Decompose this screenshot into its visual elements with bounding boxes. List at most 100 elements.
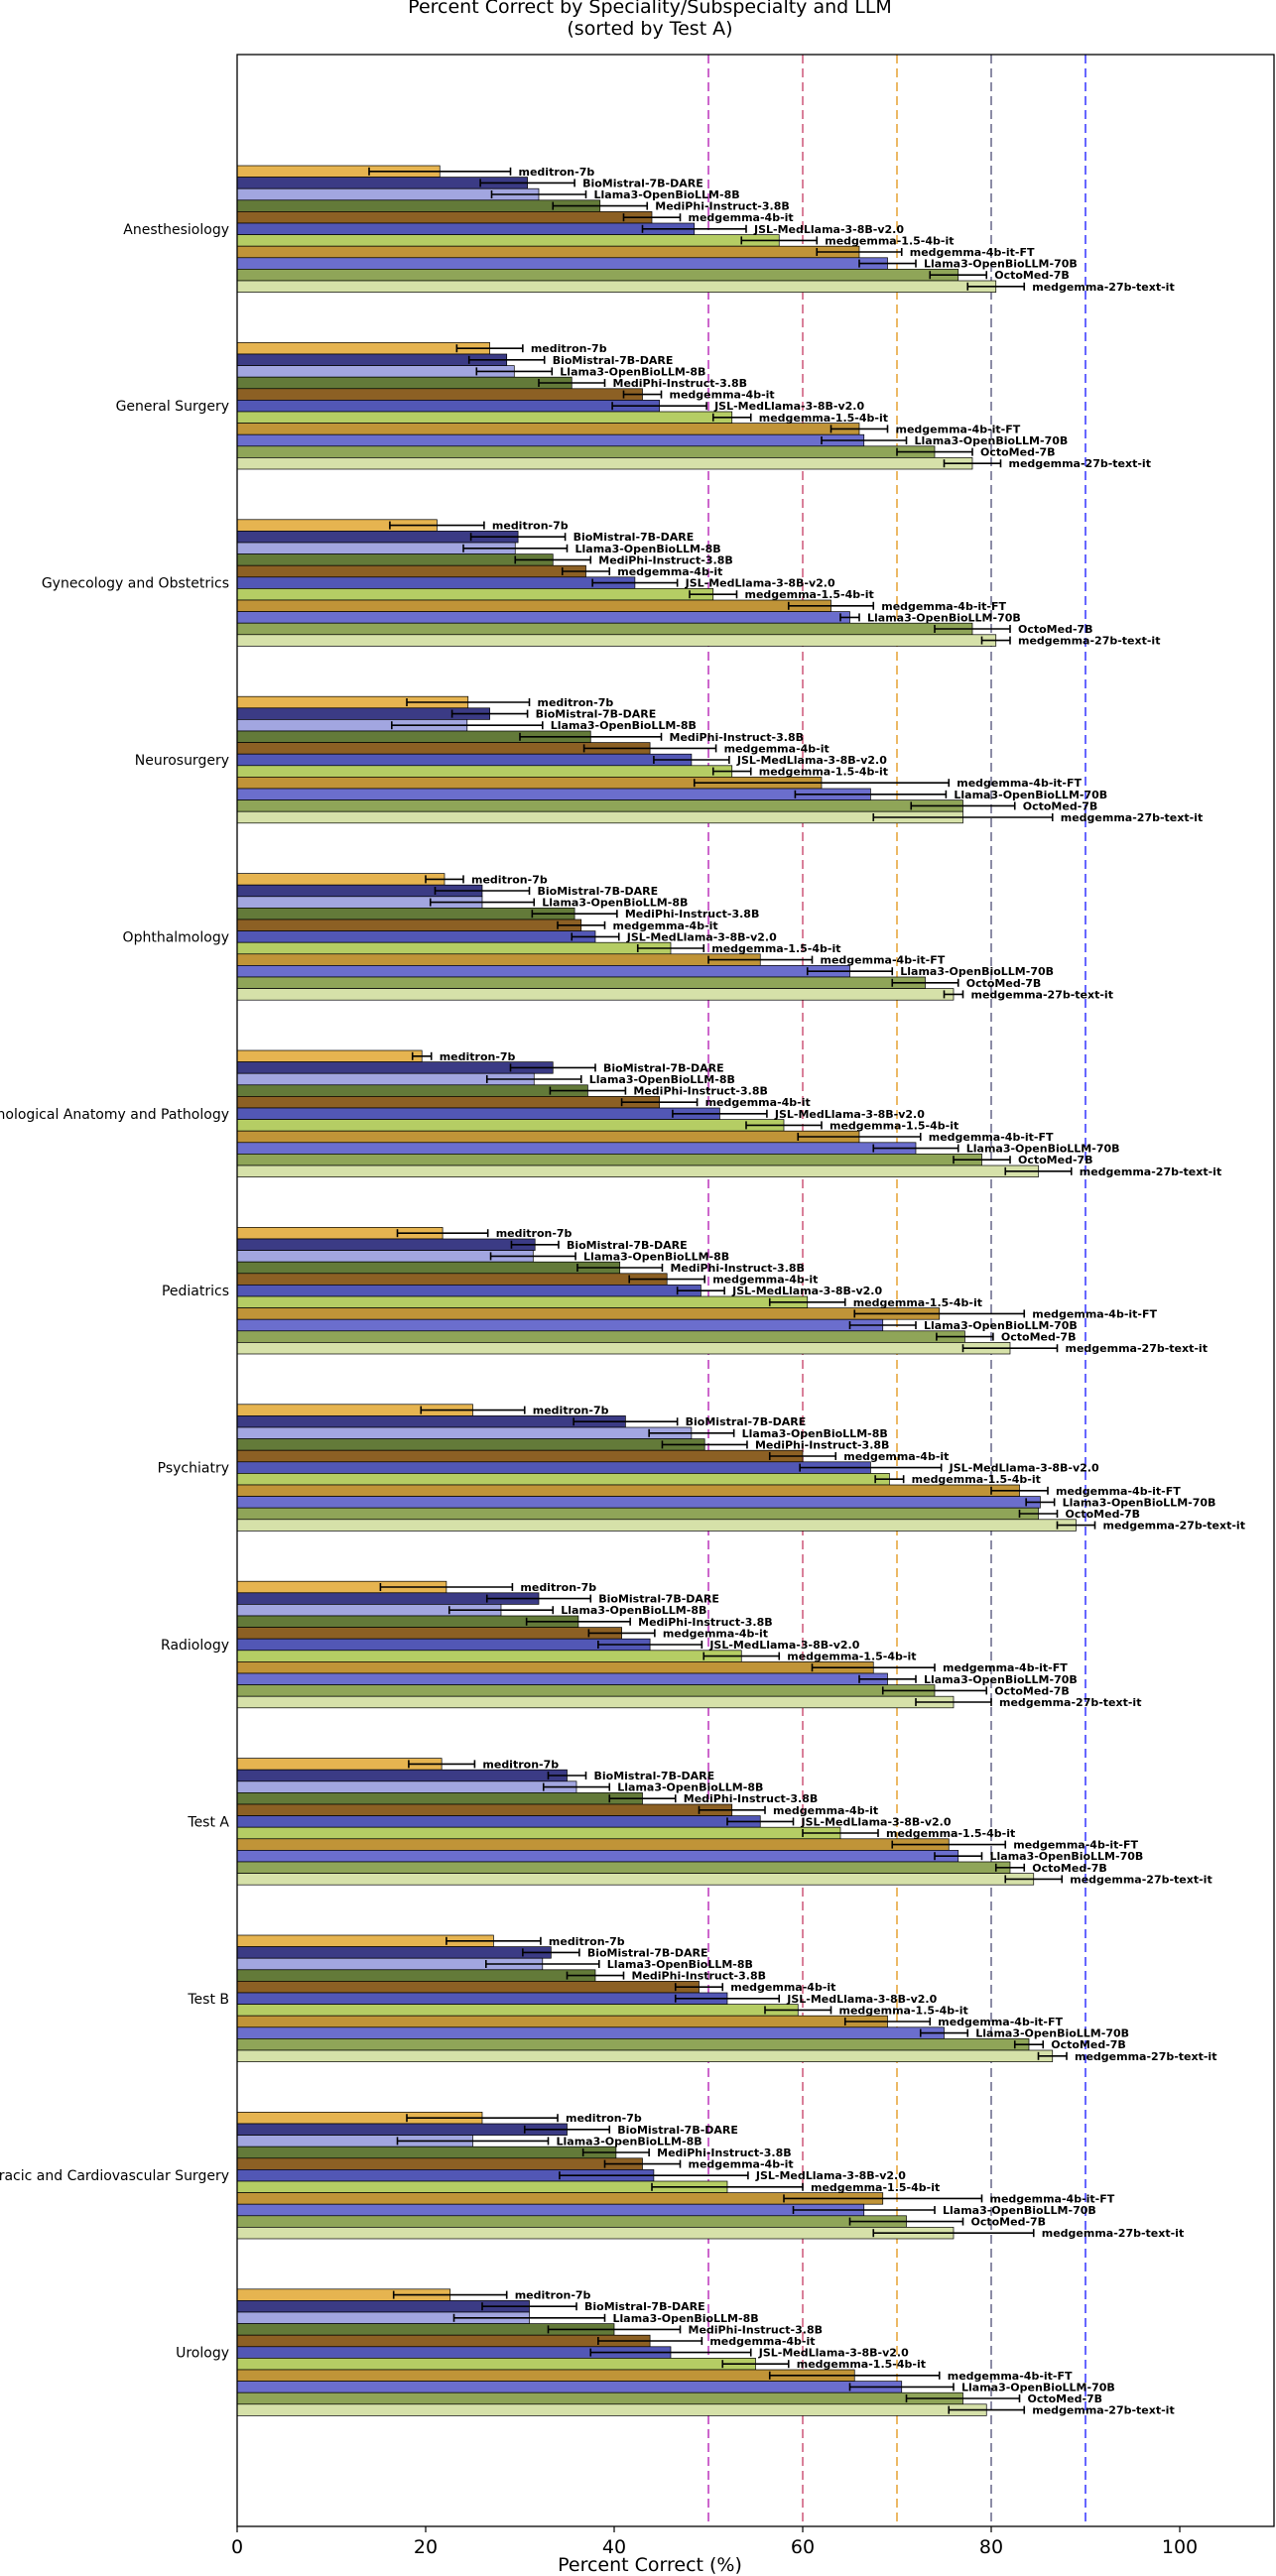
bar	[236, 1342, 1011, 1355]
bar-label: medgemma-4b-it-FT	[943, 1661, 1068, 1674]
bar	[236, 1507, 1039, 1521]
bar-label: Llama3-OpenBioLLM-70B	[990, 1850, 1144, 1863]
bar-label: medgemma-1.5-4b-it	[825, 234, 954, 247]
bar	[236, 400, 660, 413]
error-bar	[628, 1275, 706, 1284]
error-bar	[919, 2028, 969, 2037]
bar-label: medgemma-4b-it	[773, 1804, 878, 1817]
bar-label: medgemma-1.5-4b-it	[811, 2181, 940, 2194]
bar	[236, 1803, 733, 1816]
category-label: General Surgery	[116, 399, 229, 415]
error-bar	[452, 2313, 606, 2322]
error-bar	[368, 167, 512, 176]
bar-label: medgemma-27b-text-it	[999, 1696, 1141, 1709]
bar-label: meditron-7b	[515, 2289, 591, 2302]
category-label: Pediatrics	[162, 1284, 229, 1299]
bar-label: Llama3-OpenBioLLM-8B	[583, 1250, 729, 1263]
category-label: Neurosurgery	[135, 753, 229, 769]
bar-label: Llama3-OpenBioLLM-8B	[557, 2135, 702, 2147]
bar-label: meditron-7b	[519, 166, 595, 179]
error-bar	[549, 1086, 627, 1095]
bar-label: MediPhi-Instruct-3.8B	[625, 908, 759, 920]
bar-label: Llama3-OpenBioLLM-8B	[575, 543, 721, 555]
error-bar	[872, 1144, 959, 1153]
error-bar	[538, 379, 606, 387]
category-label: Test A	[187, 1814, 229, 1830]
error-bar	[509, 1063, 596, 1072]
bar-label: medgemma-1.5-4b-it	[886, 1827, 1015, 1840]
x-tick-label: 20	[414, 2536, 438, 2558]
bar-label: meditron-7b	[471, 873, 548, 886]
error-bar	[525, 1617, 631, 1626]
bar-label: BioMistral-7B-DARE	[587, 1946, 708, 1959]
error-bar	[858, 259, 917, 268]
bar-label: medgemma-4b-it-FT	[957, 777, 1082, 790]
bar	[236, 365, 515, 378]
bar	[236, 2038, 1030, 2051]
bar	[236, 1638, 651, 1652]
bar-label: Llama3-OpenBioLLM-70B	[924, 1673, 1078, 1686]
bar-label: medgemma-4b-it	[670, 389, 775, 402]
bar-label: medgemma-27b-text-it	[1032, 2404, 1174, 2417]
error-bar	[994, 1863, 1026, 1872]
error-bar	[881, 1686, 988, 1695]
error-bar	[711, 767, 752, 776]
bar-label: Llama3-OpenBioLLM-8B	[589, 1073, 735, 1086]
bar	[236, 1142, 917, 1155]
error-bar	[648, 1428, 735, 1437]
error-bar	[783, 2194, 983, 2203]
bar	[236, 2203, 865, 2217]
error-bar	[589, 2348, 752, 2357]
error-bar	[707, 955, 814, 964]
bar	[236, 1981, 700, 1994]
bar-label: medgemma-27b-text-it	[1103, 1520, 1245, 1533]
bar	[236, 1261, 621, 1275]
error-bar	[816, 248, 903, 256]
bar-label: MediPhi-Instruct-3.8B	[633, 1085, 767, 1098]
bar-label: BioMistral-7B-DARE	[686, 1415, 807, 1428]
error-bar	[523, 2125, 611, 2134]
bar	[236, 2227, 955, 2240]
bar	[236, 788, 871, 800]
error-bar	[479, 179, 575, 187]
error-bar	[390, 721, 544, 730]
bar-label: medgemma-1.5-4b-it	[839, 2004, 968, 2017]
bar	[236, 1084, 588, 1097]
bar-label: Llama3-OpenBioLLM-70B	[961, 2381, 1115, 2393]
error-bar	[1013, 2040, 1045, 2049]
bar-label: Llama3-OpenBioLLM-70B	[943, 2204, 1096, 2217]
error-bar	[547, 1772, 587, 1779]
bar-label: medgemma-4b-it	[724, 742, 829, 755]
bar	[236, 1130, 860, 1144]
error-bar	[768, 1452, 837, 1460]
bar-labels-layer: meditron-7b BioMistral-7B-DARE Llama3-Open…	[440, 166, 1245, 2417]
bar	[236, 1873, 1035, 1886]
bar	[236, 810, 963, 824]
category-label: Test B	[187, 1992, 229, 2008]
bar-label: MediPhi-Instruct-3.8B	[598, 553, 732, 566]
bar-label: OctoMed-7B	[1032, 1862, 1107, 1875]
error-bar	[420, 1406, 526, 1414]
bar-label: JSL-MedLlama-3-8B-v2.0	[753, 223, 904, 236]
bar	[236, 280, 997, 293]
x-axis-label: Percent Correct (%)	[558, 2554, 742, 2576]
bar	[236, 1461, 871, 1474]
bar-label: medgemma-27b-text-it	[1042, 2227, 1184, 2240]
error-bar	[806, 967, 894, 976]
bar	[236, 564, 586, 578]
error-bar	[651, 2182, 804, 2191]
bar-label: MediPhi-Instruct-3.8B	[670, 731, 804, 744]
bar	[236, 753, 693, 767]
bar-label: JSL-MedLlama-3-8B-v2.0	[786, 1993, 937, 2006]
error-bar	[839, 613, 860, 622]
bar-label: JSL-MedLlama-3-8B-v2.0	[685, 577, 835, 590]
bar	[236, 1449, 804, 1463]
bar	[236, 2049, 1054, 2062]
error-bar	[799, 1463, 943, 1472]
bar-label: medgemma-4b-it-FT	[881, 600, 1006, 613]
error-bar	[566, 1971, 625, 1980]
bar	[236, 269, 959, 282]
error-bar	[379, 1583, 514, 1591]
bar	[236, 1295, 809, 1308]
error-bar	[848, 2383, 955, 2392]
